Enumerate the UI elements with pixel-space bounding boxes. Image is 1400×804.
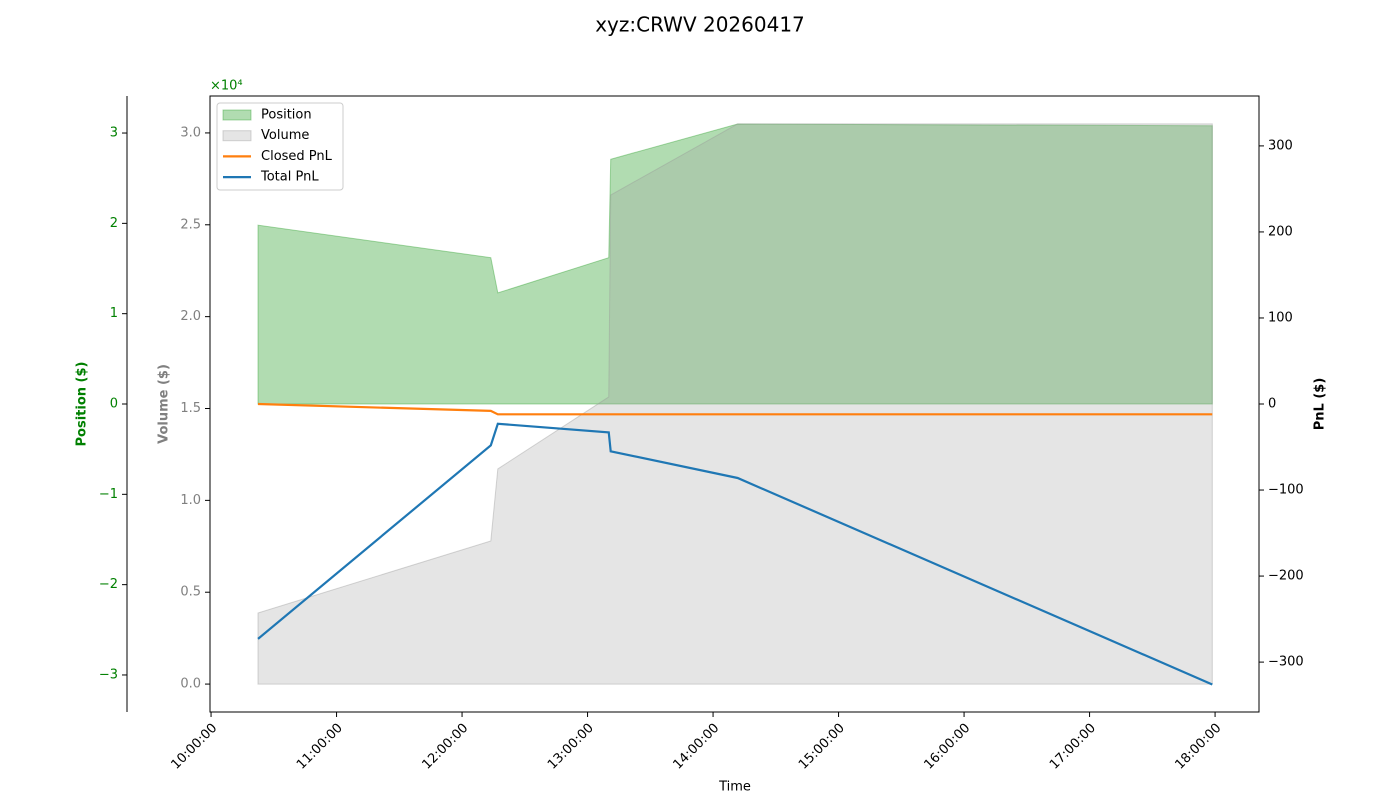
area — [257, 123, 1213, 405]
x-tick-label: 15:00:00 — [796, 721, 848, 773]
legend-swatch — [222, 109, 252, 121]
legend-label: Closed PnL — [261, 149, 333, 164]
y-axis-title: Volume ($) — [157, 364, 172, 444]
y-axis-title: PnL ($) — [1313, 378, 1328, 431]
line — [257, 422, 1213, 686]
legend-label: Position — [261, 108, 312, 123]
y-tick-label: 0 — [110, 397, 118, 412]
x-tick-label: 16:00:00 — [921, 721, 973, 773]
legend-label: Total PnL — [260, 170, 319, 185]
y3-tick-label: 200 — [1268, 224, 1293, 239]
y2-tick-label: 0.5 — [180, 585, 201, 600]
y2-tick-label: 0.0 — [180, 677, 201, 692]
x-tick-label: 12:00:00 — [419, 721, 471, 773]
x-tick-label: 18:00:00 — [1172, 721, 1224, 773]
y-tick-label: 2 — [110, 216, 118, 231]
area — [257, 123, 1213, 685]
y2-tick-label: 1.0 — [180, 493, 201, 508]
y3-tick-label: −200 — [1268, 569, 1304, 584]
y-tick-label: 1 — [110, 306, 118, 321]
y-tick-label: −2 — [99, 577, 118, 592]
y3-tick-label: 300 — [1268, 138, 1293, 153]
y2-tick-label: 2.0 — [180, 309, 201, 324]
x-tick-label: 13:00:00 — [545, 721, 597, 773]
x-tick-label: 14:00:00 — [670, 721, 722, 773]
legend-box — [216, 102, 344, 191]
y2-tick-label: 3.0 — [180, 125, 201, 140]
y-tick-label: −1 — [99, 487, 118, 502]
x-axis-title: Time — [718, 780, 751, 795]
legend-swatch — [222, 130, 252, 142]
y-axis-title: Position ($) — [75, 362, 90, 447]
y2-tick-label: 1.5 — [180, 401, 201, 416]
line — [257, 402, 1213, 416]
chart-title: xyz:CRWV 20260417 — [595, 13, 805, 37]
y2-offset-label: ×10⁴ — [210, 79, 243, 94]
x-tick-label: 17:00:00 — [1047, 721, 1099, 773]
y3-tick-label: 0 — [1268, 397, 1276, 412]
y-tick-label: −3 — [99, 667, 118, 682]
y-tick-label: 3 — [110, 126, 118, 141]
y3-tick-label: −100 — [1268, 483, 1304, 498]
x-tick-label: 11:00:00 — [294, 721, 346, 773]
x-tick-label: 10:00:00 — [168, 721, 220, 773]
legend-label: Volume — [261, 128, 309, 143]
y2-tick-label: 2.5 — [180, 217, 201, 232]
y3-tick-label: 100 — [1268, 310, 1293, 325]
y3-tick-label: −300 — [1268, 655, 1304, 670]
